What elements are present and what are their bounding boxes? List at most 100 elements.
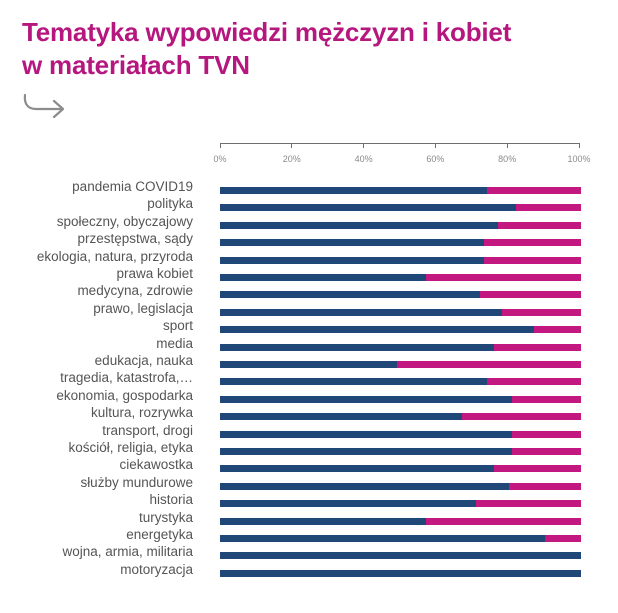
x-axis-tick xyxy=(506,143,508,148)
stacked-bar-women-segment xyxy=(220,239,581,247)
bar-row: kościół, religia, etyka xyxy=(0,439,618,456)
stacked-bar-women-segment xyxy=(220,274,581,281)
stacked-bar-men-segment xyxy=(220,308,502,316)
bar-row: medycyna, zdrowie xyxy=(0,282,618,299)
stacked-bar-men-segment xyxy=(220,326,535,334)
chart-title: Tematyka wypowiedzi mężczyzn i kobiet w … xyxy=(22,16,511,82)
stacked-bar-men-segment xyxy=(220,239,484,247)
bar-row: motoryzacja xyxy=(0,561,618,578)
bar-row: przestępstwa, sądy xyxy=(0,230,618,247)
x-axis-tick-label: 60% xyxy=(426,154,445,164)
curved-right-arrow-icon xyxy=(23,93,65,118)
stacked-bar-women-segment xyxy=(220,448,581,455)
stacked-bar-men-segment xyxy=(220,204,517,212)
stacked-bar-men-segment xyxy=(220,535,545,542)
bar-row: społeczny, obyczajowy xyxy=(0,213,618,230)
x-axis-tick xyxy=(578,143,580,148)
bar-row: kultura, rozrywka xyxy=(0,404,618,421)
category-label: ciekawostka xyxy=(119,457,193,473)
x-axis-line xyxy=(220,143,579,144)
stacked-bar-women-segment xyxy=(220,221,581,229)
category-label: ekonomia, gospodarka xyxy=(56,387,193,403)
x-axis-tick-label: 40% xyxy=(354,154,373,164)
bar-row: pandemia COVID19 xyxy=(0,178,618,195)
category-label: ekologia, natura, przyroda xyxy=(36,248,193,264)
category-label: historia xyxy=(149,492,193,508)
stacked-bar-women-segment xyxy=(220,343,581,351)
bar-row: edukacja, nauka xyxy=(0,352,618,369)
x-axis-tick-label: 0% xyxy=(213,154,227,164)
category-label: służby mundurowe xyxy=(80,474,193,490)
bar-row: służby mundurowe xyxy=(0,474,618,491)
stacked-bar-men-segment xyxy=(220,500,477,508)
x-axis-tick xyxy=(291,143,293,148)
bar-row: prawo, legislacja xyxy=(0,300,618,317)
stacked-bar-men-segment xyxy=(220,221,498,229)
chart-title-line-2: w materiałach TVN xyxy=(22,50,250,80)
bar-row: ciekawostka xyxy=(0,456,618,473)
stacked-bar-women-segment xyxy=(220,291,581,299)
stacked-bar-men-segment xyxy=(220,482,509,490)
bar-row: media xyxy=(0,335,618,352)
bar-row: ekonomia, gospodarka xyxy=(0,387,618,404)
category-label: kultura, rozrywka xyxy=(90,405,193,421)
category-label: przestępstwa, sądy xyxy=(77,231,193,247)
stacked-bar-men-segment xyxy=(220,430,513,438)
category-label: prawo, legislacja xyxy=(93,300,193,316)
stacked-bar-women-segment xyxy=(220,569,581,577)
stacked-bar-men-segment xyxy=(220,448,513,455)
stacked-bar-men-segment xyxy=(220,395,513,403)
category-label: edukacja, nauka xyxy=(94,353,193,368)
category-label: medycyna, zdrowie xyxy=(77,283,193,299)
stacked-bar-women-segment xyxy=(220,430,581,438)
category-label: media xyxy=(156,335,193,351)
stacked-bar-men-segment xyxy=(220,465,495,473)
category-label: społeczny, obyczajowy xyxy=(56,213,193,229)
stacked-bar-men-segment xyxy=(220,343,495,351)
category-label: energetyka xyxy=(126,527,193,542)
stacked-bar-women-segment xyxy=(220,413,581,421)
category-label: pandemia COVID19 xyxy=(72,179,193,194)
category-label: sport xyxy=(162,318,193,334)
stacked-bar-men-segment xyxy=(220,517,426,525)
bar-row: polityka xyxy=(0,195,618,212)
x-axis-tick xyxy=(363,143,365,148)
stacked-bar-women-segment xyxy=(220,378,581,386)
stacked-bar-men-segment xyxy=(220,552,581,560)
stacked-bar-women-segment xyxy=(220,500,581,508)
x-axis-tick xyxy=(219,143,221,148)
bar-row: tragedia, katastrofa,… xyxy=(0,369,618,386)
stacked-bar-men-segment xyxy=(220,291,480,299)
stacked-bar-women-segment xyxy=(220,535,581,542)
chart-title-line-1: Tematyka wypowiedzi mężczyzn i kobiet xyxy=(22,17,512,47)
category-label: tragedia, katastrofa,… xyxy=(60,370,193,386)
stacked-bar-women-segment xyxy=(220,482,581,490)
x-axis-tick-label: 20% xyxy=(282,154,301,164)
bar-row: ekologia, natura, przyroda xyxy=(0,248,618,265)
bar-row: wojna, armia, militaria xyxy=(0,543,618,560)
stacked-bar-women-segment xyxy=(220,517,581,525)
x-axis-tick xyxy=(434,143,436,148)
stacked-bar-women-segment xyxy=(220,465,581,473)
x-axis-tick-label: 100% xyxy=(567,154,591,164)
stacked-bar-men-segment xyxy=(220,361,397,368)
stacked-bar-men-segment xyxy=(220,187,488,194)
stacked-bar-men-segment xyxy=(220,274,426,281)
bar-row: turystyka xyxy=(0,509,618,526)
x-axis: 0% 20% 40% 60% 80% 100% xyxy=(213,143,591,173)
stacked-bar-men-segment xyxy=(220,378,488,386)
category-label: motoryzacja xyxy=(120,561,193,577)
stacked-bar-women-segment xyxy=(220,187,581,194)
stacked-bar-men-segment xyxy=(220,569,581,577)
bar-row: historia xyxy=(0,491,618,508)
category-label: wojna, armia, militaria xyxy=(62,544,193,560)
bar-row: energetyka xyxy=(0,526,618,543)
stacked-bar-women-segment xyxy=(220,308,581,316)
stacked-bar-women-segment xyxy=(220,395,581,403)
stacked-bar-women-segment xyxy=(220,361,581,368)
stacked-bar-women-segment xyxy=(220,204,581,212)
stacked-bar-women-segment xyxy=(220,256,581,264)
stacked-bar-men-segment xyxy=(220,413,462,421)
category-label: transport, drogi xyxy=(102,422,193,438)
stacked-bar-women-segment xyxy=(220,552,581,560)
